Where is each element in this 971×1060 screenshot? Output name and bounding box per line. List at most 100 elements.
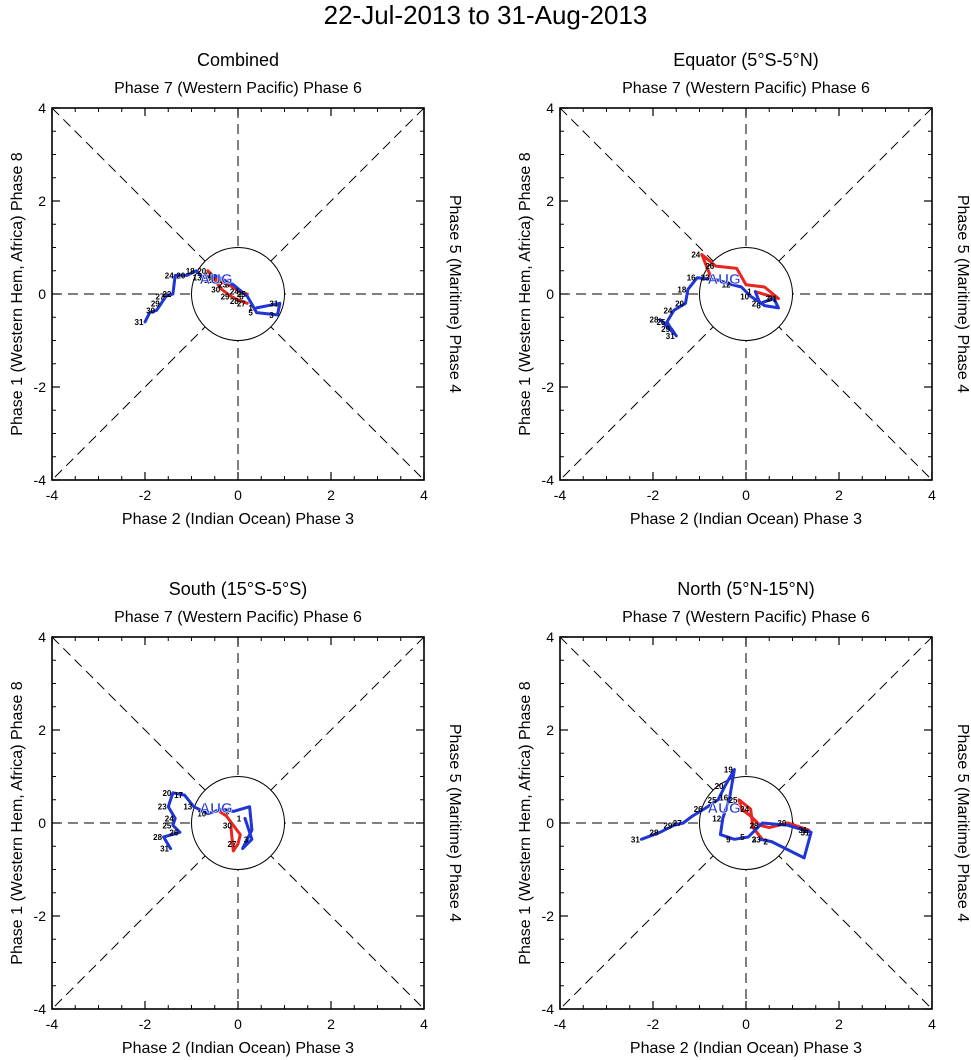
day-label: 10 xyxy=(204,271,213,280)
day-label: 26 xyxy=(705,262,714,271)
y-tick-label: 2 xyxy=(38,193,46,209)
bottom-phase-label: Phase 2 (Indian Ocean) Phase 3 xyxy=(630,511,862,528)
day-label: 19 xyxy=(724,766,733,775)
series-line-jul xyxy=(700,253,780,301)
bottom-phase-label: Phase 2 (Indian Ocean) Phase 3 xyxy=(630,1040,862,1057)
day-label: 2 xyxy=(763,838,768,847)
day-label: 10 xyxy=(197,810,206,819)
x-tick-label: 2 xyxy=(835,1016,843,1032)
x-tick-label: -4 xyxy=(46,1016,59,1032)
day-label: 18 xyxy=(186,267,195,276)
x-tick-label: 0 xyxy=(742,1016,750,1032)
day-label: 25 xyxy=(162,821,171,830)
y-tick-label: 2 xyxy=(546,722,554,738)
y-tick-label: -4 xyxy=(542,1001,555,1017)
day-label: 28 xyxy=(230,297,239,306)
day-label: 30 xyxy=(777,819,786,828)
panel-title: Combined xyxy=(197,50,279,70)
day-label: 24 xyxy=(230,288,239,297)
day-label: 23 xyxy=(752,835,761,844)
day-label: 2 xyxy=(752,299,757,308)
day-label: 23 xyxy=(218,281,227,290)
day-label: 29 xyxy=(221,292,230,301)
day-label: 20 xyxy=(176,271,185,280)
y-tick-label: 4 xyxy=(546,100,554,116)
day-label: 21 xyxy=(204,276,213,285)
day-label: 22 xyxy=(162,290,171,299)
day-label: 25 xyxy=(656,318,665,327)
right-phase-label: Phase 5 (Maritime) Phase 4 xyxy=(446,724,463,922)
day-label: 16 xyxy=(687,274,696,283)
day-label: 8 xyxy=(225,281,230,290)
left-phase-label: Phase 1 (Western Hem, Africa) Phase 8 xyxy=(517,681,534,964)
day-label: 29 xyxy=(151,299,160,308)
y-tick-label: -4 xyxy=(542,472,555,488)
day-label: 25 xyxy=(237,290,246,299)
day-label: 28 xyxy=(153,833,162,842)
left-phase-label: Phase 1 (Western Hem, Africa) Phase 8 xyxy=(9,681,26,964)
day-label: 1 xyxy=(747,288,752,297)
y-tick-label: 0 xyxy=(38,286,46,302)
day-label: 31 xyxy=(798,826,807,835)
day-label: 25 xyxy=(729,796,738,805)
day-label: 3 xyxy=(752,835,757,844)
day-label: 28 xyxy=(650,828,659,837)
x-tick-label: 0 xyxy=(234,487,242,503)
y-tick-label: -2 xyxy=(542,379,555,395)
series-line-jul xyxy=(217,809,242,853)
day-label: 1 xyxy=(237,814,242,823)
month-label: AUG xyxy=(199,271,232,288)
day-label: 3 xyxy=(269,311,274,320)
day-label: 28 xyxy=(749,821,758,830)
day-label: 30 xyxy=(146,306,155,315)
x-tick-label: -4 xyxy=(554,487,567,503)
top-phase-label: Phase 7 (Western Pacific) Phase 6 xyxy=(622,609,870,626)
y-tick-label: -4 xyxy=(34,1001,47,1017)
day-label: 24 xyxy=(691,250,700,259)
right-phase-label: Phase 5 (Maritime) Phase 4 xyxy=(954,195,971,393)
day-label: 27 xyxy=(673,819,682,828)
day-label: 23 xyxy=(158,803,167,812)
day-label: 3 xyxy=(244,835,249,844)
month-label: AUG xyxy=(707,271,740,288)
day-label: 6 xyxy=(756,302,761,311)
day-label: 24 xyxy=(740,805,749,814)
x-tick-label: -4 xyxy=(554,1016,567,1032)
y-tick-label: 0 xyxy=(546,815,554,831)
y-tick-label: -2 xyxy=(542,908,555,924)
y-tick-label: -4 xyxy=(34,472,47,488)
day-label: 20 xyxy=(197,267,206,276)
day-label: 18 xyxy=(677,285,686,294)
main-title: 22-Jul-2013 to 31-Aug-2013 xyxy=(323,0,648,30)
day-label: 26 xyxy=(169,828,178,837)
right-phase-label: Phase 5 (Maritime) Phase 4 xyxy=(954,724,971,922)
x-tick-label: -2 xyxy=(647,1016,660,1032)
day-label: 12 xyxy=(722,281,731,290)
day-label: 5 xyxy=(248,309,253,318)
y-tick-label: 0 xyxy=(546,286,554,302)
y-tick-label: 2 xyxy=(546,193,554,209)
day-label: 20 xyxy=(715,782,724,791)
unit-circle xyxy=(699,247,793,341)
day-label: 31 xyxy=(269,299,278,308)
series-line-aug xyxy=(162,791,254,851)
day-label: 31 xyxy=(160,845,169,854)
y-tick-label: 0 xyxy=(38,815,46,831)
day-label: 28 xyxy=(650,316,659,325)
x-tick-label: 4 xyxy=(928,1016,936,1032)
unit-circle xyxy=(191,776,285,870)
panel-title: North (5°N-15°N) xyxy=(677,579,814,599)
day-label: 29 xyxy=(663,821,672,830)
top-phase-label: Phase 7 (Western Pacific) Phase 6 xyxy=(622,80,870,97)
day-label: 6 xyxy=(225,807,230,816)
top-phase-label: Phase 7 (Western Pacific) Phase 6 xyxy=(114,80,362,97)
x-tick-label: -2 xyxy=(647,487,660,503)
y-tick-label: 4 xyxy=(38,100,46,116)
x-tick-label: 2 xyxy=(327,487,335,503)
y-tick-label: 2 xyxy=(38,722,46,738)
y-tick-label: -2 xyxy=(34,379,47,395)
day-label: 24 xyxy=(165,271,174,280)
day-label: 31 xyxy=(801,828,810,837)
x-tick-label: 4 xyxy=(420,487,428,503)
